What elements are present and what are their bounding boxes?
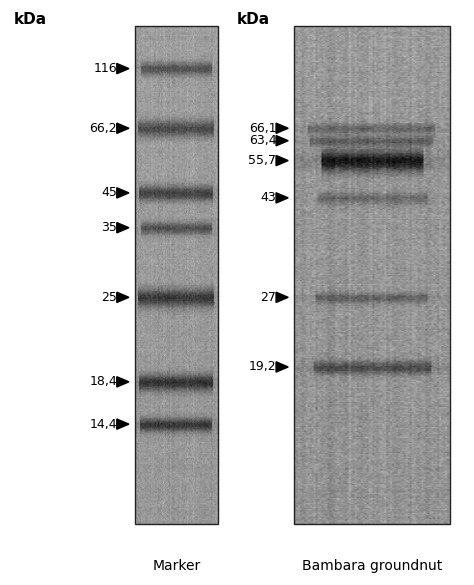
Polygon shape [117, 188, 129, 198]
Polygon shape [117, 123, 129, 133]
Text: Bambara groundnut: Bambara groundnut [302, 559, 442, 573]
Text: 43: 43 [261, 191, 276, 204]
Text: 14,4: 14,4 [90, 418, 117, 431]
Text: 27: 27 [261, 291, 276, 304]
Text: kDa: kDa [237, 12, 270, 27]
Text: 116: 116 [93, 62, 117, 75]
Text: 55,7: 55,7 [248, 154, 276, 167]
Text: Marker: Marker [153, 559, 201, 573]
Polygon shape [117, 377, 129, 387]
Polygon shape [276, 123, 288, 133]
Bar [294, 26, 450, 524]
Text: 25: 25 [101, 291, 117, 304]
Bar [135, 26, 218, 524]
Text: 66,2: 66,2 [90, 122, 117, 135]
Polygon shape [276, 362, 288, 372]
Text: kDa: kDa [14, 12, 47, 27]
Text: 66,1: 66,1 [249, 122, 276, 135]
Polygon shape [117, 419, 129, 429]
Polygon shape [276, 136, 288, 146]
Polygon shape [276, 292, 288, 302]
Text: 19,2: 19,2 [249, 360, 276, 373]
Text: 45: 45 [101, 187, 117, 199]
Text: 63,4: 63,4 [249, 134, 276, 147]
Polygon shape [117, 292, 129, 302]
Text: 18,4: 18,4 [89, 376, 117, 388]
Polygon shape [276, 192, 288, 203]
Polygon shape [117, 222, 129, 233]
Polygon shape [117, 63, 129, 74]
Polygon shape [276, 156, 288, 166]
Text: 35: 35 [101, 221, 117, 234]
